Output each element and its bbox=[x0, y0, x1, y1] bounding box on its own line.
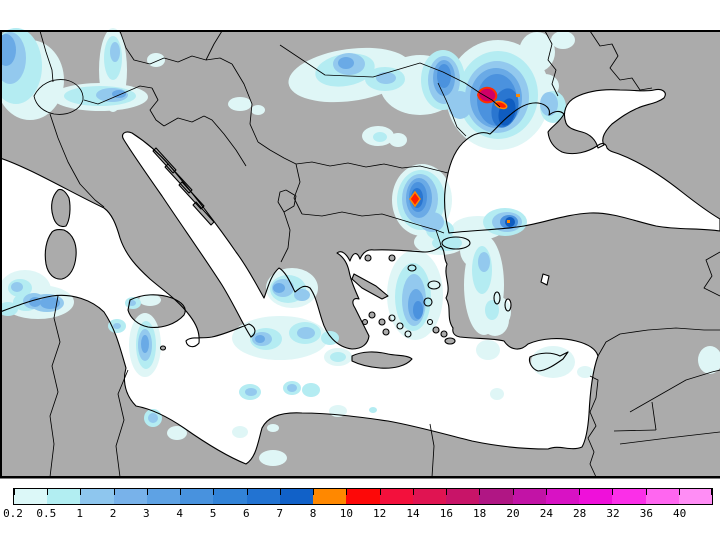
precipitation-layer bbox=[0, 28, 720, 466]
colorbar-label: 8 bbox=[309, 507, 317, 520]
colorbar-tick bbox=[313, 489, 315, 495]
colorbar-segment bbox=[479, 489, 513, 504]
colorbar-segment bbox=[512, 489, 546, 504]
colorbar-label: 20 bbox=[506, 507, 520, 520]
colorbar-label: 36 bbox=[639, 507, 653, 520]
colorbar-segment bbox=[113, 489, 147, 504]
colorbar-tick bbox=[711, 489, 712, 495]
colorbar: 0.2 0.5 1 2 3 4 5 6 7 8 10 12 14 16 18 20 24 28 32 36 40 bbox=[3, 488, 713, 522]
colorbar-segment bbox=[279, 489, 314, 504]
colorbar-label: 5 bbox=[209, 507, 217, 520]
colorbar-tick bbox=[213, 489, 215, 495]
colorbar-label: 14 bbox=[406, 507, 420, 520]
colorbar-segment bbox=[246, 489, 280, 504]
colorbar-label: 0.2 bbox=[3, 507, 23, 520]
colorbar-tick bbox=[479, 489, 481, 495]
colorbar-bar bbox=[13, 488, 713, 505]
colorbar-tick bbox=[246, 489, 248, 495]
colorbar-labels: 0.2 0.5 1 2 3 4 5 6 7 8 10 12 14 16 18 20 24 28 32 36 40 bbox=[3, 507, 713, 522]
colorbar-label: 4 bbox=[176, 507, 183, 520]
colorbar-tick bbox=[146, 489, 148, 495]
colorbar-tick bbox=[180, 489, 182, 495]
colorbar-tick bbox=[545, 489, 547, 495]
colorbar-label: 1 bbox=[76, 507, 83, 520]
colorbar-tick bbox=[279, 489, 281, 495]
colorbar-segment bbox=[412, 489, 447, 504]
colorbar-label: 18 bbox=[473, 507, 487, 520]
colorbar-label: 12 bbox=[373, 507, 387, 520]
colorbar-segment bbox=[678, 489, 712, 504]
colorbar-tick bbox=[645, 489, 647, 495]
colorbar-label: 7 bbox=[276, 507, 283, 520]
colorbar-segment bbox=[612, 489, 646, 504]
map-frame bbox=[0, 30, 720, 479]
colorbar-label: 40 bbox=[673, 507, 687, 520]
colorbar-segment bbox=[545, 489, 580, 504]
colorbar-tick bbox=[14, 489, 15, 495]
colorbar-segment bbox=[346, 489, 380, 504]
colorbar-label: 10 bbox=[339, 507, 353, 520]
colorbar-tick bbox=[579, 489, 581, 495]
colorbar-segment bbox=[645, 489, 679, 504]
colorbar-tick bbox=[678, 489, 680, 495]
colorbar-tick bbox=[512, 489, 514, 495]
colorbar-tick bbox=[346, 489, 348, 495]
colorbar-label: 32 bbox=[606, 507, 620, 520]
colorbar-segment bbox=[379, 489, 413, 504]
colorbar-tick bbox=[412, 489, 414, 495]
colorbar-label: 6 bbox=[243, 507, 250, 520]
colorbar-label: 16 bbox=[439, 507, 453, 520]
colorbar-label: 2 bbox=[109, 507, 117, 520]
colorbar-tick bbox=[113, 489, 115, 495]
colorbar-label: 3 bbox=[143, 507, 150, 520]
colorbar-tick bbox=[446, 489, 448, 495]
colorbar-segment bbox=[80, 489, 114, 504]
colorbar-label: 28 bbox=[573, 507, 587, 520]
hotspot-markers bbox=[409, 86, 520, 223]
colorbar-segment bbox=[446, 489, 480, 504]
colorbar-label: 24 bbox=[539, 507, 553, 520]
colorbar-segment bbox=[14, 489, 48, 504]
colorbar-label: 0.5 bbox=[36, 507, 57, 520]
colorbar-segment bbox=[579, 489, 613, 504]
colorbar-segment bbox=[180, 489, 214, 504]
colorbar-segment bbox=[146, 489, 181, 504]
colorbar-tick bbox=[80, 489, 82, 495]
colorbar-tick bbox=[47, 489, 49, 495]
colorbar-segment bbox=[47, 489, 81, 504]
colorbar-tick bbox=[379, 489, 381, 495]
colorbar-tick bbox=[612, 489, 614, 495]
colorbar-segment bbox=[313, 489, 347, 504]
colorbar-segment bbox=[213, 489, 247, 504]
